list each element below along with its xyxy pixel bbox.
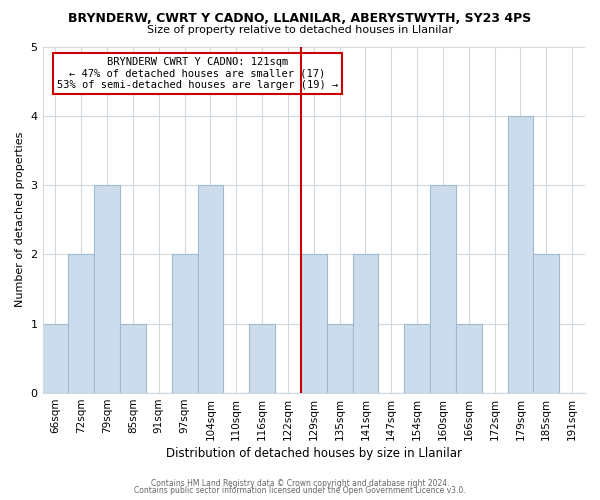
Bar — [172, 254, 197, 393]
Text: Contains public sector information licensed under the Open Government Licence v3: Contains public sector information licen… — [134, 486, 466, 495]
Bar — [353, 254, 379, 393]
Bar — [94, 185, 120, 393]
Bar — [249, 324, 275, 393]
Bar — [533, 254, 559, 393]
Text: Size of property relative to detached houses in Llanilar: Size of property relative to detached ho… — [147, 25, 453, 35]
Text: BRYNDERW, CWRT Y CADNO, LLANILAR, ABERYSTWYTH, SY23 4PS: BRYNDERW, CWRT Y CADNO, LLANILAR, ABERYS… — [68, 12, 532, 26]
Bar — [508, 116, 533, 393]
Bar — [430, 185, 456, 393]
Bar — [301, 254, 326, 393]
Text: Contains HM Land Registry data © Crown copyright and database right 2024.: Contains HM Land Registry data © Crown c… — [151, 478, 449, 488]
Y-axis label: Number of detached properties: Number of detached properties — [15, 132, 25, 308]
Text: BRYNDERW CWRT Y CADNO: 121sqm
← 47% of detached houses are smaller (17)
53% of s: BRYNDERW CWRT Y CADNO: 121sqm ← 47% of d… — [57, 57, 338, 90]
Bar — [120, 324, 146, 393]
Bar — [197, 185, 223, 393]
Bar — [456, 324, 482, 393]
Bar — [43, 324, 68, 393]
Bar — [326, 324, 353, 393]
X-axis label: Distribution of detached houses by size in Llanilar: Distribution of detached houses by size … — [166, 447, 462, 460]
Bar — [68, 254, 94, 393]
Bar — [404, 324, 430, 393]
